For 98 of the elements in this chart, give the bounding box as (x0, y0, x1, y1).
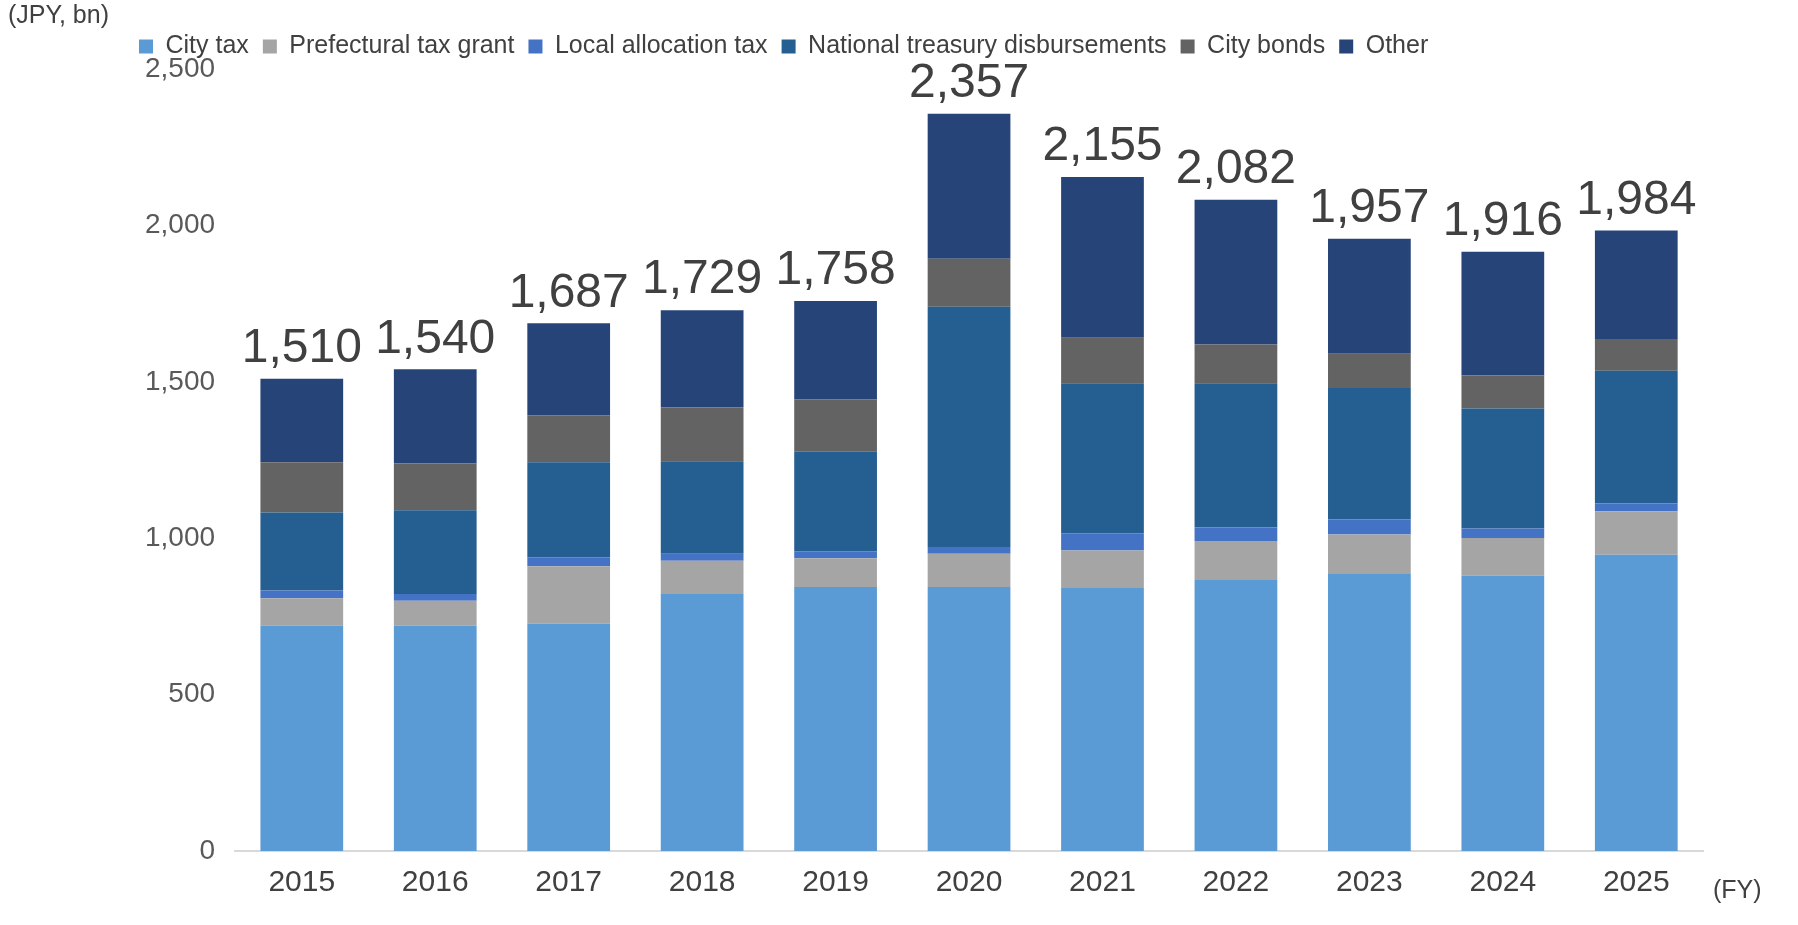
total-label: 1,510 (241, 318, 362, 372)
bar (1061, 587, 1144, 851)
bar (794, 301, 877, 400)
bar (1328, 519, 1411, 535)
bar (260, 378, 344, 463)
bar (260, 512, 344, 591)
bar (1594, 370, 1678, 504)
bar (1461, 251, 1545, 376)
y-tick-label: 500 (168, 677, 216, 709)
bar (1594, 503, 1678, 512)
total-label: 1,758 (775, 241, 896, 295)
bar (1328, 534, 1411, 574)
bar (794, 558, 877, 587)
total-label: 1,916 (1442, 191, 1563, 245)
x-tick-label: 2025 (1602, 864, 1670, 898)
bar (527, 623, 611, 851)
bar (1328, 388, 1411, 520)
bar (1194, 580, 1278, 851)
x-tick-label: 2017 (535, 864, 603, 898)
y-tick-label: 0 (199, 833, 216, 865)
bar (393, 463, 477, 511)
x-axis-title: (FY) (1713, 874, 1762, 903)
bar (660, 461, 744, 554)
bar (1194, 199, 1278, 345)
y-tick-label: 1,500 (144, 364, 216, 396)
bar (393, 369, 477, 464)
bar (794, 399, 877, 452)
bar (393, 510, 477, 594)
total-label: 1,984 (1576, 170, 1697, 224)
y-tick-label: 2,000 (144, 208, 216, 240)
bar (527, 323, 611, 416)
x-tick-label: 2021 (1069, 864, 1136, 898)
bar (794, 551, 877, 559)
bar (927, 306, 1011, 547)
bar (1061, 176, 1144, 338)
total-label: 1,957 (1309, 179, 1430, 233)
bar (1061, 550, 1144, 588)
bar (527, 557, 611, 567)
legend-label: City bonds (1207, 30, 1326, 59)
bar (1461, 537, 1545, 576)
bar (527, 415, 611, 463)
legend-label: Local allocation tax (554, 30, 769, 59)
bar (1328, 238, 1411, 354)
bar (1461, 575, 1545, 851)
bar (1194, 541, 1278, 581)
bar (1194, 527, 1278, 542)
y-axis-title: (JPY, bn) (8, 0, 109, 29)
total-label: 2,082 (1175, 139, 1296, 193)
bar (393, 625, 477, 851)
bar (794, 451, 877, 552)
bar (927, 587, 1011, 851)
total-label: 2,155 (1042, 117, 1163, 171)
x-tick-label: 2024 (1469, 864, 1537, 898)
legend-label: Prefectural tax grant (289, 30, 515, 59)
bar (927, 546, 1011, 554)
total-label: 1,729 (642, 250, 763, 304)
x-tick-label: 2022 (1202, 864, 1270, 898)
legend-label: Other (1365, 30, 1429, 59)
bar (393, 593, 477, 601)
bar (260, 590, 344, 599)
bar (527, 566, 611, 624)
bar (660, 593, 744, 851)
bar (1194, 383, 1278, 528)
bar (660, 310, 744, 408)
bar (660, 553, 744, 561)
x-tick-label: 2023 (1336, 864, 1403, 898)
bar (660, 560, 744, 594)
bar (1461, 528, 1545, 538)
bar (1061, 533, 1144, 551)
bar (927, 553, 1011, 587)
bar (260, 598, 344, 626)
bar (1594, 511, 1678, 555)
bar (927, 113, 1011, 259)
total-label: 1,540 (375, 309, 496, 363)
bar (1061, 337, 1144, 384)
bar (260, 462, 344, 513)
x-tick-label: 2018 (668, 864, 736, 898)
bar (1461, 408, 1545, 529)
bar (1594, 230, 1678, 339)
total-label: 1,687 (508, 263, 629, 317)
bar (260, 625, 344, 851)
bar (1061, 383, 1144, 534)
bar (660, 407, 744, 462)
bar (794, 587, 877, 851)
x-tick-label: 2020 (935, 864, 1003, 898)
x-tick-label: 2016 (401, 864, 469, 898)
bar (393, 600, 477, 626)
x-tick-label: 2015 (268, 864, 336, 898)
y-tick-label: 1,000 (144, 520, 216, 552)
x-tick-label: 2019 (802, 864, 869, 898)
bar (1461, 375, 1545, 409)
bar (1328, 353, 1411, 389)
bar (1328, 573, 1411, 851)
bar (1594, 338, 1678, 371)
bar (1594, 554, 1678, 851)
bar (927, 258, 1011, 307)
bar (527, 462, 611, 558)
bar (1194, 344, 1278, 384)
